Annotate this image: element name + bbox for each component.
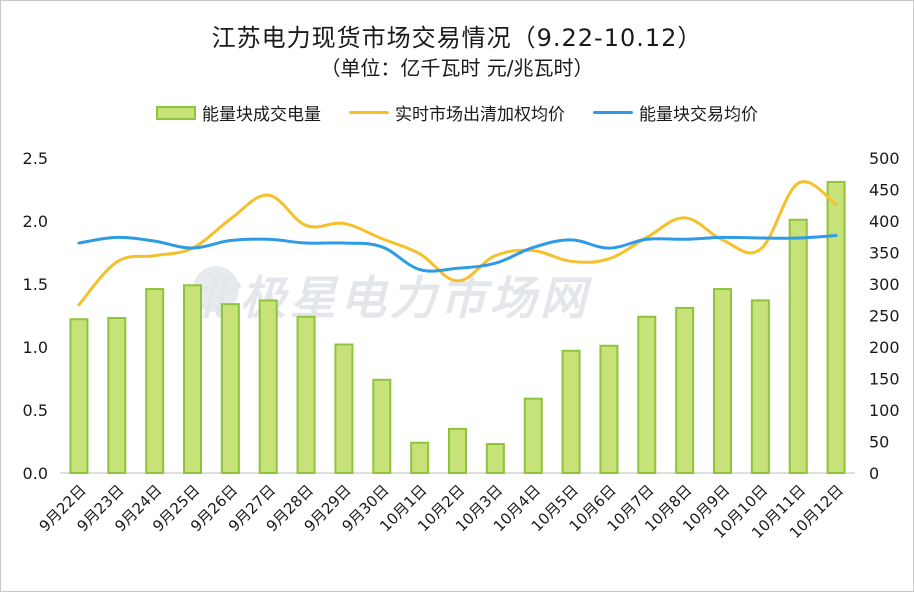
y-right-tick-label: 350 [869, 244, 900, 263]
bar-volume [69, 318, 89, 474]
bar-volume [637, 315, 657, 475]
y-left-tick-label: 0.5 [23, 401, 48, 420]
legend-label-volume: 能量块成交电量 [202, 105, 321, 125]
y-left-tick-label: 1.0 [23, 338, 48, 357]
bar-volume [220, 303, 240, 474]
legend: 能量块成交电量 实时市场出清加权均价 能量块交易均价 [0, 100, 914, 125]
y-left-tick-label: 2.0 [23, 212, 48, 231]
y-right-tick-label: 150 [869, 370, 900, 389]
legend-item-block-price: 能量块交易均价 [593, 100, 758, 125]
bar-volume [750, 299, 770, 474]
line-block-price [77, 233, 838, 273]
y-left-tick-label: 0.0 [23, 464, 48, 483]
legend-item-volume: 能量块成交电量 [156, 100, 321, 125]
legend-swatch-realtime-price [349, 111, 389, 114]
legend-label-realtime-price: 实时市场出清加权均价 [395, 105, 565, 125]
y-right-tick-label: 400 [869, 212, 900, 231]
y-right-tick-label: 200 [869, 338, 900, 357]
bar-volume [561, 349, 581, 474]
chart-subtitle: （单位：亿千瓦时 元/兆瓦时） [320, 56, 594, 80]
y-left-tick-label: 1.5 [23, 275, 48, 294]
chart-title: 江苏电力现货市场交易情况（9.22-10.12） [211, 24, 703, 52]
bar-volume [372, 378, 392, 475]
bar-volume [599, 344, 619, 474]
bar-volume [485, 443, 505, 474]
legend-item-realtime-price: 实时市场出清加权均价 [349, 100, 565, 125]
bar-volume [334, 343, 354, 475]
y-right-tick-label: 0 [869, 464, 879, 483]
y-right-tick-label: 450 [869, 181, 900, 200]
bar-volume [675, 306, 695, 474]
y-right-tick-label: 50 [869, 433, 889, 452]
bar-volume [183, 284, 202, 475]
bar-volume [107, 317, 127, 474]
bar-volume [410, 441, 430, 475]
y-right-tick-label: 100 [869, 401, 900, 420]
bar-volume [448, 427, 467, 474]
bar-volume [826, 180, 846, 474]
watermark-text: 北极星电力市场网 [190, 271, 590, 325]
legend-swatch-volume [156, 105, 196, 120]
bar-volume [523, 397, 543, 474]
bar-volume [145, 288, 165, 475]
bar-volume [788, 218, 808, 474]
bar-volume [713, 288, 732, 475]
legend-swatch-block-price [593, 111, 633, 114]
bar-volume [296, 315, 316, 475]
y-left-tick-label: 2.5 [23, 149, 48, 168]
legend-label-block-price: 能量块交易均价 [639, 105, 758, 125]
bar-volume [258, 299, 278, 474]
y-right-tick-label: 250 [869, 307, 900, 326]
y-right-tick-label: 500 [869, 149, 900, 168]
y-right-tick-label: 300 [869, 275, 900, 294]
